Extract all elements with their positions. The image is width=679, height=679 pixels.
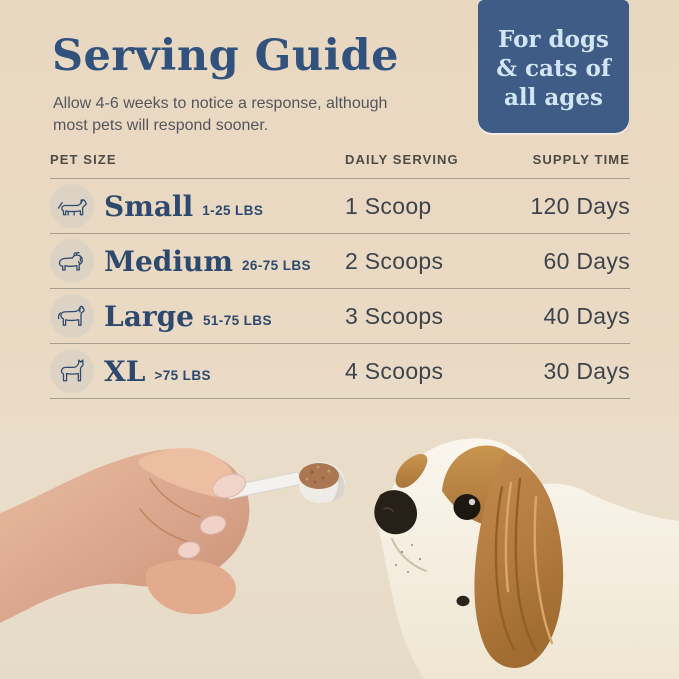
pet-size-cell: Small 1-25 LBS: [50, 184, 345, 228]
large-dog-icon: [57, 305, 85, 326]
dog-muzzle-speckles: [395, 544, 422, 573]
daily-serving-cell: 4 Scoops: [345, 357, 444, 384]
subtitle-line-2: most pets will respond sooner.: [53, 117, 269, 134]
supply-time-cell: 30 Days: [543, 357, 630, 384]
table-header: PET SIZE DAILY SERVING SUPPLY TIME: [50, 152, 630, 179]
pet-weight: 51-75 LBS: [202, 313, 272, 328]
daily-serving-cell: 3 Scoops: [345, 302, 444, 329]
icon-circle: [50, 184, 94, 228]
pet-name: XL: [104, 354, 146, 388]
scoop-cup-shadow: [331, 469, 345, 502]
product-photo: [0, 438, 679, 679]
pet-size-cell: Large 51-75 LBS: [50, 294, 345, 338]
table-row-small: Small 1-25 LBS 1 Scoop 120 Days: [50, 179, 630, 234]
ages-badge-text: For dogs & cats of all ages: [496, 26, 611, 111]
dog-brow-patch: [395, 453, 428, 488]
dog-nose: [374, 490, 418, 535]
table-row-xl: XL >75 LBS 4 Scoops 30 Days: [50, 344, 630, 399]
dog-photo: [374, 438, 679, 679]
middle-fingernail: [199, 515, 227, 535]
dog-ear-strands: [494, 477, 554, 653]
subtitle-line-1: Allow 4-6 weeks to notice a response, al…: [53, 95, 388, 112]
supply-time-cell: 40 Days: [543, 302, 630, 329]
pet-weight: >75 LBS: [154, 368, 211, 383]
pet-size-cell: XL >75 LBS: [50, 349, 345, 393]
supply-time-cell: 120 Days: [530, 192, 630, 219]
pet-name: Medium: [104, 244, 234, 278]
pet-size-cell: Medium 26-75 LBS: [50, 239, 345, 283]
dog-ear: [474, 453, 564, 668]
thumb: [145, 559, 236, 615]
powder-texture: [305, 465, 331, 484]
dog-cheek-spot: [456, 595, 470, 607]
icon-circle: [50, 239, 94, 283]
table-row-medium: Medium 26-75 LBS 2 Scoops 60 Days: [50, 234, 630, 289]
hand: [0, 448, 250, 623]
pet-weight: 26-75 LBS: [242, 258, 311, 273]
ages-badge: For dogs & cats of all ages: [478, 0, 629, 133]
supply-time-cell: 60 Days: [543, 247, 630, 274]
column-header-pet-size: PET SIZE: [50, 152, 117, 167]
index-fingernail: [212, 473, 246, 499]
daily-serving-cell: 2 Scoops: [345, 247, 444, 274]
pet-name: Small: [104, 189, 194, 223]
dog-nostril: [383, 507, 394, 512]
medium-dog-icon: [58, 251, 83, 271]
page-subtitle: Allow 4-6 weeks to notice a response, al…: [53, 93, 387, 137]
finger-separation-lines: [139, 478, 201, 544]
xl-dog-icon: [60, 359, 84, 382]
icon-circle: [50, 294, 94, 338]
column-header-daily-serving: DAILY SERVING: [345, 152, 459, 167]
fingers-and-nails: [138, 448, 246, 559]
dog-mouth-line: [391, 538, 427, 572]
small-dog-icon: [57, 198, 87, 216]
daily-serving-cell: 1 Scoop: [345, 192, 432, 219]
serving-table: PET SIZE DAILY SERVING SUPPLY TIME Small…: [50, 152, 630, 399]
icon-circle: [50, 349, 94, 393]
table-row-large: Large 51-75 LBS 3 Scoops 40 Days: [50, 289, 630, 344]
pet-weight: 1-25 LBS: [202, 203, 264, 218]
ring-fingernail: [177, 541, 201, 559]
index-finger: [138, 448, 237, 498]
pet-name: Large: [104, 299, 194, 333]
page-title: Serving Guide: [52, 31, 399, 81]
dog-eye-highlight: [468, 498, 476, 506]
column-header-supply-time: SUPPLY TIME: [532, 152, 630, 167]
dog-eye: [453, 494, 481, 520]
